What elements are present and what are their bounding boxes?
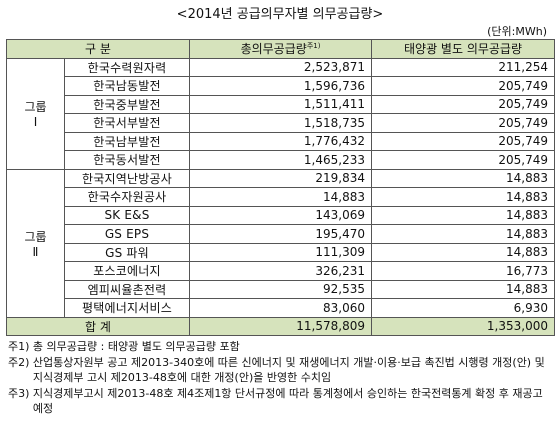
company-name: 한국수력원자력 xyxy=(64,57,190,77)
header-total-label: 총의무공급량 xyxy=(240,42,307,57)
unit-label: (단위:MWh) xyxy=(487,25,547,38)
solar-obligation: 211,254 xyxy=(371,57,555,77)
solar-obligation: 14,883 xyxy=(371,205,555,225)
total-obligation: 1,465,233 xyxy=(189,150,372,170)
solar-obligation: 6,930 xyxy=(371,298,555,318)
company-name: 한국중부발전 xyxy=(64,94,190,114)
total-label: 합 계 xyxy=(6,316,190,336)
company-name: 한국서부발전 xyxy=(64,113,190,133)
footnotes: 주1) 총 의무공급량 : 태양광 별도 의무공급량 포함 주2) 산업통상자원… xyxy=(8,339,556,417)
header-solar-obligation: 태양광 별도 의무공급량 xyxy=(371,39,555,59)
table-row: 포스코에너지 326,231 16,773 xyxy=(7,261,555,281)
solar-obligation: 14,883 xyxy=(371,168,555,188)
table-row: 그룹 Ⅱ 한국지역난방공사 219,834 14,883 xyxy=(6,168,555,318)
obligation-table: 구 분 총의무공급량주1) 태양광 별도 의무공급량 그룹 Ⅰ 한국수력원자력 2,5… xyxy=(6,39,555,336)
solar-obligation: 205,749 xyxy=(371,150,555,170)
group-label: 그룹 Ⅱ xyxy=(6,168,65,318)
company-name: 엠피씨율촌전력 xyxy=(64,279,190,299)
footnote-text: 산업통상자원부 공고 제2013-340호에 따른 신에너지 및 재생에너지 개… xyxy=(32,355,545,385)
company-name: 한국지역난방공사 xyxy=(64,168,190,188)
solar-obligation: 14,883 xyxy=(371,279,555,299)
solar-obligation: 205,749 xyxy=(371,94,555,114)
total-row: 합 계 11,578,809 1,353,000 xyxy=(6,316,555,336)
group-label-bottom: Ⅱ xyxy=(32,244,39,259)
footnote-label: 주1) xyxy=(8,340,30,353)
total-obligation: 83,060 xyxy=(189,298,372,318)
company-name: 포스코에너지 xyxy=(64,261,190,281)
table-row: 한국동서발전 1,465,233 205,749 xyxy=(7,150,555,170)
solar-obligation: 16,773 xyxy=(371,261,555,281)
table-row: SK E&S 143,069 14,883 xyxy=(7,205,555,225)
total-obligation: 1,518,735 xyxy=(189,113,372,133)
solar-obligation: 14,883 xyxy=(371,242,555,262)
total-obligation: 1,776,432 xyxy=(189,131,372,151)
page-title: <2014년 공급의무자별 의무공급량> xyxy=(176,7,384,22)
footnote-3: 주3) 지식경제부고시 제2013-48호 제4조제1항 단서규정에 따라 통계… xyxy=(8,386,556,417)
header-row: 구 분 총의무공급량주1) 태양광 별도 의무공급량 xyxy=(6,39,555,59)
company-name: 한국남부발전 xyxy=(64,131,190,151)
header-total-obligation: 총의무공급량주1) xyxy=(189,39,372,59)
table-row: 한국서부발전 1,518,735 205,749 xyxy=(7,113,555,133)
total-obligation: 92,535 xyxy=(189,279,372,299)
footnote-label: 주2) xyxy=(8,355,30,369)
solar-obligation: 205,749 xyxy=(371,131,555,151)
header-total-footnote: 주1) xyxy=(306,42,321,51)
total-obligation: 1,511,411 xyxy=(189,94,372,114)
table-row: GS EPS 195,470 14,883 xyxy=(7,224,555,244)
group-label-top: 그룹 xyxy=(24,229,47,244)
company-name: SK E&S xyxy=(64,205,190,225)
solar-obligation: 205,749 xyxy=(371,76,555,96)
table-row: 한국중부발전 1,511,411 205,749 xyxy=(7,94,555,114)
group-label-bottom: Ⅰ xyxy=(33,115,38,129)
footnote-text: 총 의무공급량 : 태양광 별도 의무공급량 포함 xyxy=(32,340,240,353)
total-obligation-value: 11,578,809 xyxy=(189,316,372,336)
table-row: 그룹 Ⅰ 한국수력원자력 2,523,871 211,254 xyxy=(6,57,555,170)
company-name: 한국동서발전 xyxy=(64,150,190,170)
group-label-top: 그룹 xyxy=(24,100,47,114)
footnote-label: 주3) xyxy=(8,386,30,400)
company-name: 한국수자원공사 xyxy=(64,187,190,207)
table-row: GS 파워 111,309 14,883 xyxy=(7,242,555,262)
total-obligation: 195,470 xyxy=(189,224,372,244)
table-row: 한국남부발전 1,776,432 205,749 xyxy=(7,131,555,151)
total-solar-value: 1,353,000 xyxy=(371,316,555,336)
total-obligation: 1,596,736 xyxy=(189,76,372,96)
table-row: 한국남동발전 1,596,736 205,749 xyxy=(7,76,555,96)
solar-obligation: 205,749 xyxy=(371,113,555,133)
company-name: 평택에너지서비스 xyxy=(64,298,190,318)
total-obligation: 14,883 xyxy=(189,187,372,207)
footnote-text: 지식경제부고시 제2013-48호 제4조제1항 단서규정에 따라 통계청에서 … xyxy=(32,386,543,416)
footnote-1: 주1) 총 의무공급량 : 태양광 별도 의무공급량 포함 xyxy=(8,339,556,355)
table-row: 엠피씨율촌전력 92,535 14,883 xyxy=(7,279,555,299)
total-obligation: 219,834 xyxy=(189,168,372,188)
total-obligation: 111,309 xyxy=(189,242,372,262)
group-label: 그룹 Ⅰ xyxy=(6,57,65,170)
company-name: 한국남동발전 xyxy=(64,76,190,96)
solar-obligation: 14,883 xyxy=(371,187,555,207)
header-category: 구 분 xyxy=(6,39,190,59)
footnote-2: 주2) 산업통상자원부 공고 제2013-340호에 따른 신에너지 및 재생에… xyxy=(8,355,556,386)
solar-obligation: 14,883 xyxy=(371,224,555,244)
company-name: GS EPS xyxy=(64,224,190,244)
company-name: GS 파워 xyxy=(64,242,190,262)
table-row: 평택에너지서비스 83,060 6,930 xyxy=(7,298,555,318)
total-obligation: 326,231 xyxy=(189,261,372,281)
table-row: 한국수자원공사 14,883 14,883 xyxy=(7,187,555,207)
total-obligation: 143,069 xyxy=(189,205,372,225)
total-obligation: 2,523,871 xyxy=(189,57,372,77)
